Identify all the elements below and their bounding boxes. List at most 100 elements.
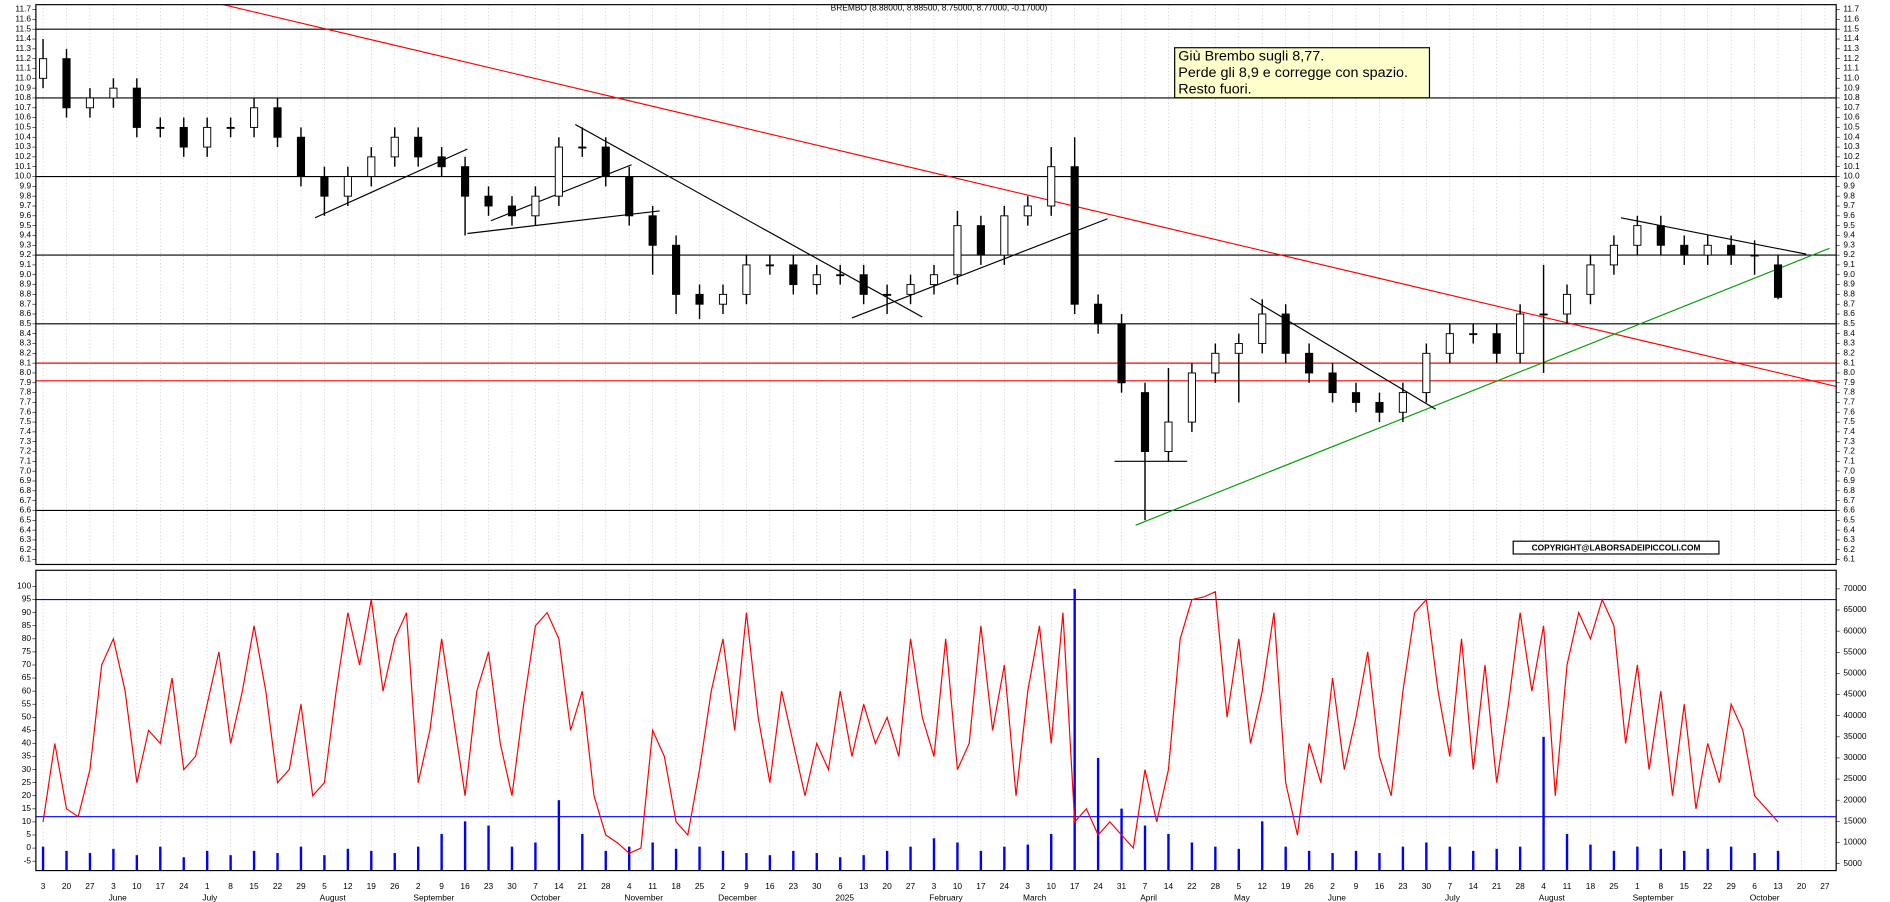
volume-bar	[1542, 736, 1545, 871]
volume-bar	[1331, 853, 1334, 871]
y-tick-label: 9.2	[19, 250, 31, 259]
candle-body	[320, 176, 329, 197]
annotation-box	[1174, 47, 1431, 99]
x-tick-label: 8	[1658, 882, 1663, 891]
candle-body	[1422, 352, 1431, 394]
y-tick-label: 10	[22, 817, 32, 826]
x-tick-label: 13	[1773, 882, 1783, 891]
x-tick-label: 15	[1680, 882, 1690, 891]
candle-body	[1305, 352, 1314, 374]
volume-bar	[909, 846, 912, 871]
candle-body	[718, 293, 728, 305]
x-tick-label: 6	[1752, 882, 1757, 891]
y-tick-label: 5	[26, 830, 31, 839]
y-tick-label: 8.2	[19, 349, 31, 358]
x-tick-label: 27	[1820, 882, 1830, 891]
volume-bar	[1378, 853, 1381, 871]
y-tick-label: 8.4	[1843, 329, 1855, 338]
x-tick-label: 11	[648, 882, 657, 891]
candle-body	[1469, 333, 1478, 336]
candle-body	[1047, 166, 1056, 207]
y-tick-label: 9.0	[1843, 270, 1855, 279]
candle-body	[672, 244, 681, 295]
y-tick-label: 10.7	[15, 103, 32, 112]
y-tick-label: 10.6	[1843, 113, 1860, 122]
y-tick-label: 8.6	[19, 309, 31, 318]
volume-bar	[252, 850, 256, 871]
y-tick-label: 9.8	[1843, 191, 1855, 200]
volume-bar	[862, 855, 865, 871]
candle-body	[109, 87, 118, 99]
volume-bar	[205, 850, 209, 871]
x-tick-label: 22	[1703, 882, 1713, 891]
x-tick-label: 18	[671, 882, 681, 891]
y2-tick-label: 40000	[1843, 711, 1867, 720]
y-tick-label: 10.3	[1843, 142, 1860, 151]
volume-bar	[1284, 846, 1287, 871]
candle-body	[296, 136, 306, 177]
y-tick-label: 8.7	[19, 299, 31, 308]
x-tick-label: 22	[1187, 882, 1197, 891]
candle-body	[1750, 254, 1759, 257]
candle-body	[1164, 421, 1173, 452]
volume-bar	[1612, 850, 1616, 871]
volume-bar	[370, 850, 373, 871]
volume-bar	[1518, 846, 1522, 871]
x-tick-label: 20	[882, 882, 892, 891]
volume-bar	[956, 842, 959, 871]
y-tick-label: 10.9	[1843, 83, 1860, 92]
x-tick-label: 19	[367, 882, 377, 891]
x-tick-label: 9	[744, 882, 749, 891]
trendline	[851, 218, 1108, 319]
x-tick-label: 24	[1093, 882, 1103, 891]
volume-bar	[1636, 846, 1639, 871]
y-tick-label: 8.5	[19, 319, 31, 328]
y-tick-label: 10.1	[15, 162, 32, 171]
volume-bar	[1354, 850, 1358, 871]
candle-body	[1656, 225, 1665, 246]
candle-body	[695, 293, 704, 305]
y-tick-label: 8.0	[1843, 368, 1855, 377]
y-tick-label: 7.6	[1843, 407, 1855, 416]
volume-bar	[112, 848, 115, 871]
volume-bar	[674, 848, 678, 871]
volume-bar	[229, 855, 232, 871]
volume-bar	[276, 853, 279, 871]
x-tick-label: 4	[1541, 882, 1546, 891]
oscillator-line	[42, 590, 1779, 855]
y-tick-label: 35	[22, 752, 32, 761]
month-label: August	[1539, 894, 1566, 902]
y-tick-label: 9.6	[19, 211, 31, 220]
y-tick-label: 60	[22, 686, 32, 695]
trendline	[1135, 247, 1830, 526]
candle-body	[62, 58, 71, 109]
x-tick-label: 28	[1211, 882, 1221, 891]
month-label: March	[1023, 894, 1047, 902]
volume-bar	[1729, 846, 1733, 871]
month-label: December	[718, 894, 757, 902]
volume-bar	[1565, 834, 1569, 871]
x-tick-label: 5	[1236, 882, 1241, 891]
x-tick-label: 7	[1143, 882, 1148, 891]
month-label: July	[202, 894, 218, 902]
trendline	[220, 4, 1837, 388]
y-tick-label: 7.8	[1843, 388, 1855, 397]
y-tick-label: 7.1	[1843, 457, 1855, 466]
candle-body	[1633, 225, 1642, 246]
y-tick-label: 6.6	[19, 506, 31, 515]
candle-body	[179, 126, 188, 148]
candle-body	[1680, 244, 1689, 256]
y-tick-label: 6.1	[19, 555, 31, 564]
y-tick-label: 70	[22, 660, 32, 669]
y-tick-label: 9.3	[1843, 241, 1855, 250]
volume-bar	[65, 850, 68, 871]
candle-body	[38, 58, 48, 79]
y-tick-label: 11.4	[1843, 34, 1859, 43]
x-tick-label: 20	[1797, 882, 1807, 891]
y-tick-label: 6.9	[19, 476, 31, 485]
candle-body	[531, 195, 540, 217]
y2-tick-label: 35000	[1843, 732, 1867, 741]
y-tick-label: 11.5	[15, 24, 31, 33]
y2-tick-label: 25000	[1843, 774, 1867, 783]
